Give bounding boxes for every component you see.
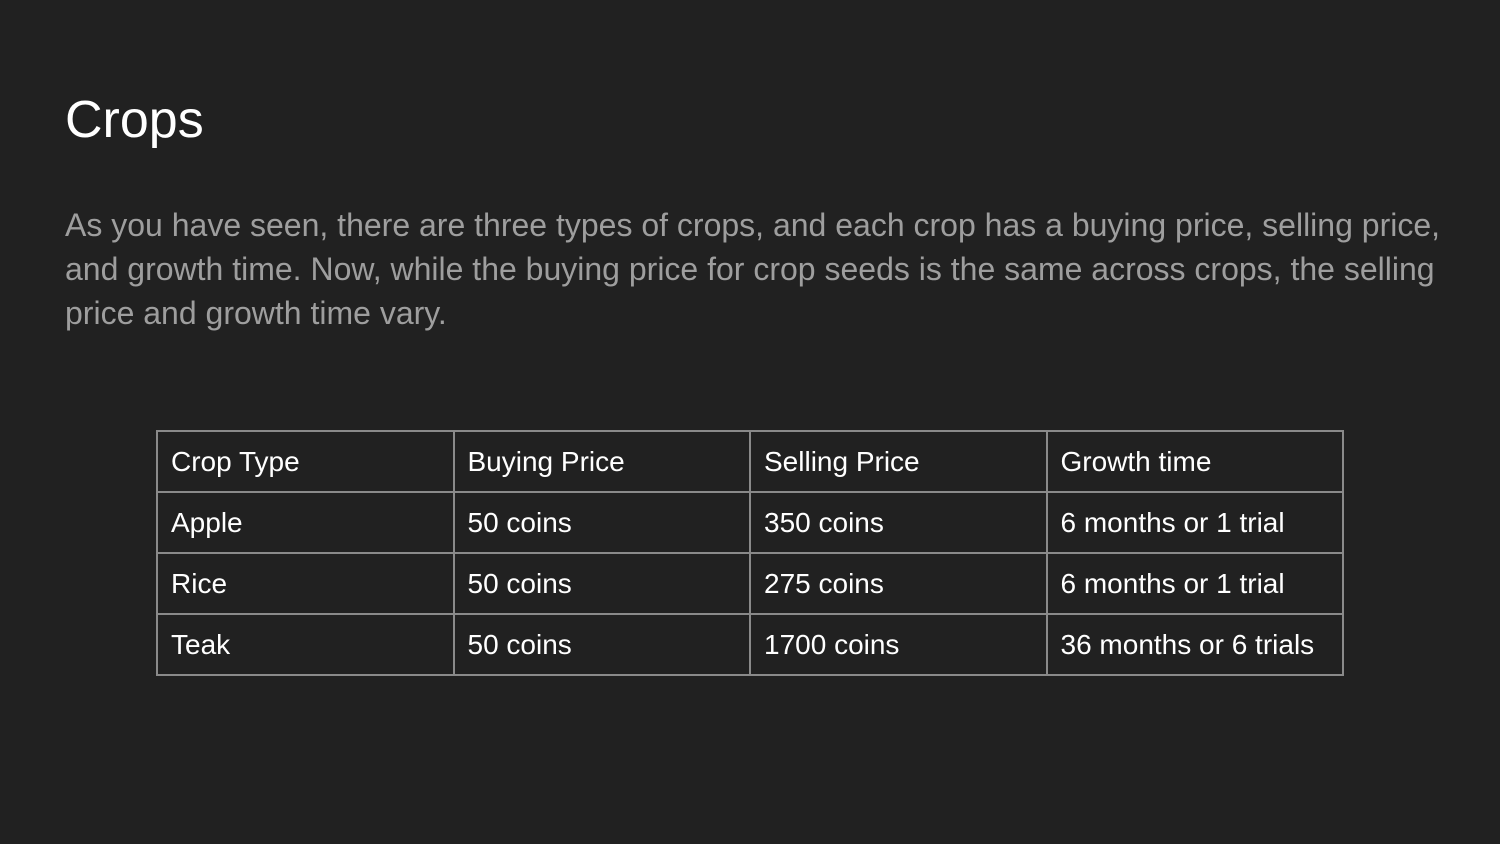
- table-cell: Rice: [156, 552, 455, 615]
- header-buying-price: Buying Price: [452, 430, 751, 493]
- table-cell: 36 months or 6 trials: [1045, 613, 1344, 676]
- table-cell: 50 coins: [452, 613, 751, 676]
- table-cell: 50 coins: [452, 552, 751, 615]
- slide-body-text: As you have seen, there are three types …: [65, 207, 1441, 331]
- table-cell: 275 coins: [749, 552, 1048, 615]
- table-row: Rice 50 coins 275 coins 6 months or 1 tr…: [156, 552, 1344, 615]
- table-header-row: Crop Type Buying Price Selling Price Gro…: [156, 430, 1344, 493]
- table-cell: 50 coins: [452, 491, 751, 554]
- table-cell: 6 months or 1 trial: [1045, 491, 1344, 554]
- table-row: Apple 50 coins 350 coins 6 months or 1 t…: [156, 491, 1344, 554]
- slide-title: Crops: [65, 91, 204, 149]
- table-row: Teak 50 coins 1700 coins 36 months or 6 …: [156, 613, 1344, 676]
- table-cell: 6 months or 1 trial: [1045, 552, 1344, 615]
- table-cell: 1700 coins: [749, 613, 1048, 676]
- table-cell: Apple: [156, 491, 455, 554]
- header-growth-time: Growth time: [1045, 430, 1344, 493]
- header-selling-price: Selling Price: [749, 430, 1048, 493]
- table-cell: 350 coins: [749, 491, 1048, 554]
- crop-table: Crop Type Buying Price Selling Price Gro…: [156, 430, 1344, 676]
- table-cell: Teak: [156, 613, 455, 676]
- header-crop-type: Crop Type: [156, 430, 455, 493]
